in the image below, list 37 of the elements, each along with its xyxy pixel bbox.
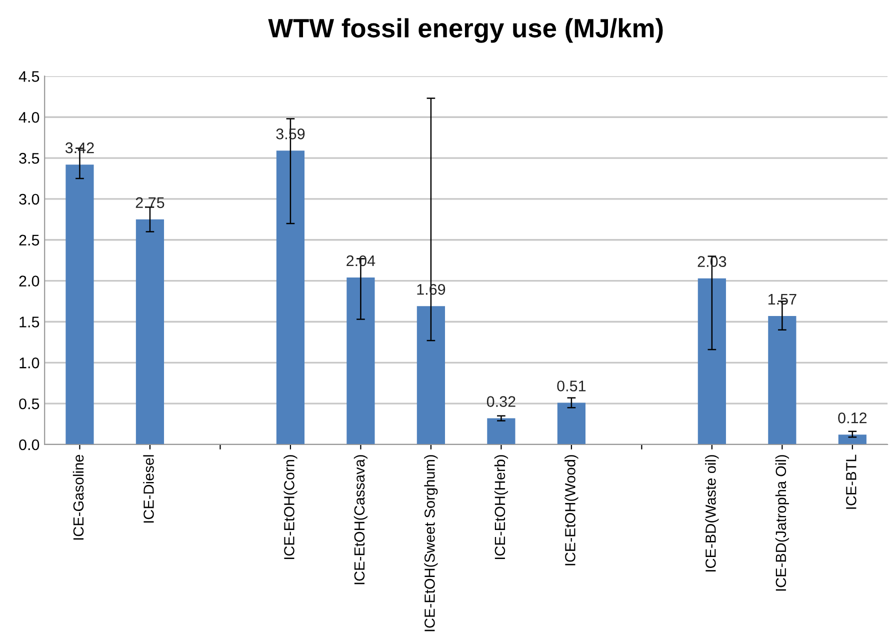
y-tick-label: 3.0: [19, 194, 40, 205]
y-tick-label: 2.0: [19, 276, 40, 286]
x-tick-label: ICE-BTL: [846, 454, 856, 509]
y-tick-label: 4.0: [18, 112, 40, 123]
y-tick-label: 2.5: [19, 234, 40, 246]
data-label: 0.12: [838, 412, 867, 424]
data-label: 0.51: [557, 380, 586, 392]
y-tick-label: 0.5: [19, 398, 40, 410]
x-tick-label: ICE-BD(Waste oil): [705, 455, 719, 572]
data-label: 0.32: [486, 396, 516, 407]
x-tick-label: ICE-EtOH(Cassava): [354, 455, 368, 584]
x-tick-label: ICE-BD(Jatropha Oil): [775, 455, 789, 591]
y-tick-label: 1.5: [20, 316, 40, 328]
bar: [346, 278, 375, 444]
x-tick-label: ICE-EtOH(Herb): [494, 455, 508, 560]
bar: [698, 278, 726, 444]
y-tick-label: 3.5: [19, 152, 40, 164]
x-tick-label: ICE-EtOH(Corn): [284, 455, 298, 560]
x-tick-label: ICE-Gasoline: [72, 454, 84, 540]
bar: [136, 219, 164, 444]
data-label: 2.75: [136, 197, 164, 208]
bar: [487, 418, 516, 444]
x-tick-label: ICE-Diesel: [143, 455, 154, 523]
y-tick-label: 1.0: [20, 358, 40, 368]
data-label: 3.42: [65, 142, 94, 154]
bar: [557, 402, 586, 444]
data-label: 1.57: [768, 294, 796, 305]
bar: [276, 150, 305, 444]
y-tick-label: 0.0: [19, 439, 40, 450]
x-tick-label: ICE-EtOH(Wood): [564, 455, 578, 566]
bar: [838, 434, 866, 444]
bar: [66, 164, 94, 444]
y-tick-label: 4.5: [18, 71, 40, 82]
bar: [416, 306, 445, 444]
chart-title: WTW fossil energy use (MJ/km): [268, 18, 663, 43]
bar: [768, 316, 796, 444]
x-tick-label: ICE-EtOH(Sweet Sorghum): [424, 455, 438, 632]
